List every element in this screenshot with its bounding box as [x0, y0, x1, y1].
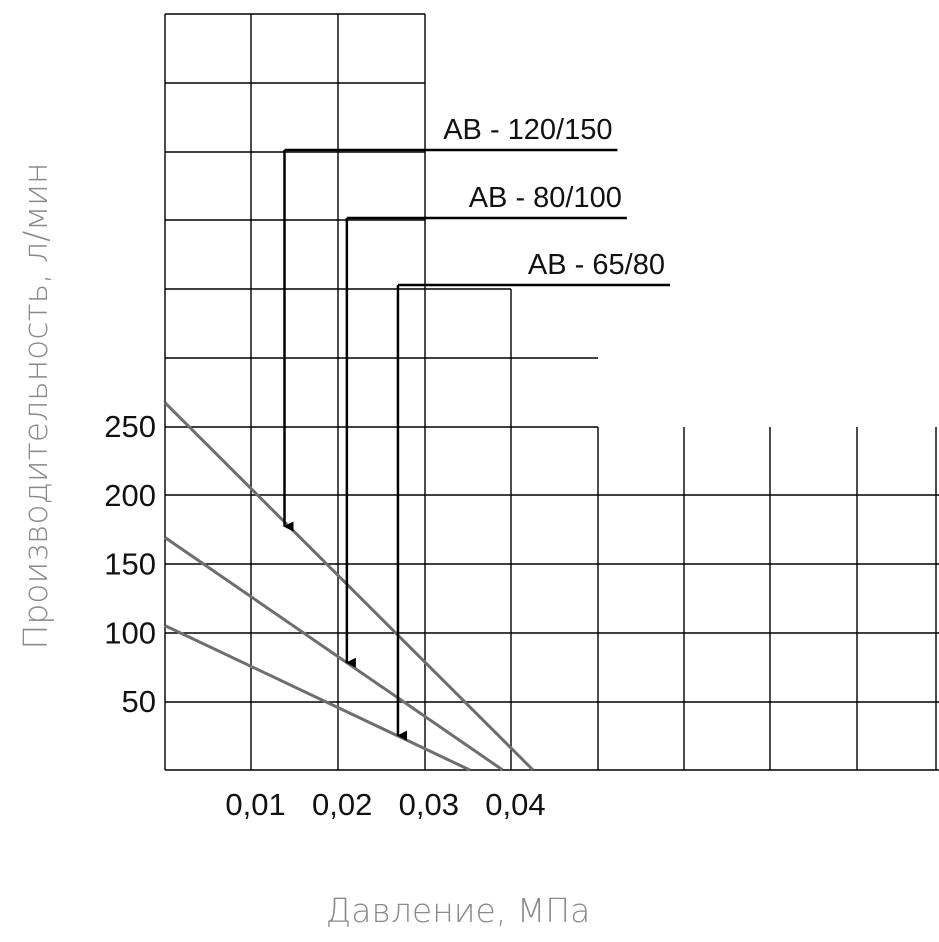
grid: [164, 13, 939, 771]
y-tick-label: 100: [104, 615, 156, 650]
x-axis-label: Давление, МПа: [326, 891, 591, 930]
callout-label-1: АВ - 120/150: [443, 114, 612, 146]
y-axis-label: Производительность, л/мин: [16, 163, 55, 650]
x-tick-labels: 0,01 0,02 0,03 0,04: [225, 787, 545, 822]
y-tick-labels: 50 100 150 200 250: [104, 409, 156, 719]
x-tick-label: 0,03: [399, 787, 459, 822]
y-tick-label: 50: [122, 684, 156, 719]
y-tick-label: 150: [104, 547, 156, 582]
callout-label-2: АВ - 80/100: [469, 182, 622, 214]
series-line-2: [164, 536, 504, 772]
series-line-1: [163, 401, 535, 772]
y-tick-label: 200: [104, 478, 156, 513]
callout-group: АВ - 120/150 АВ - 80/100 АВ - 65/80: [283, 114, 670, 741]
series-line-3: [164, 624, 471, 772]
y-tick-label: 250: [104, 409, 156, 444]
callout-label-3: АВ - 65/80: [528, 249, 665, 281]
x-tick-label: 0,04: [485, 787, 545, 822]
x-tick-label: 0,01: [225, 787, 285, 822]
series-group: [163, 401, 535, 772]
x-tick-label: 0,02: [312, 787, 372, 822]
